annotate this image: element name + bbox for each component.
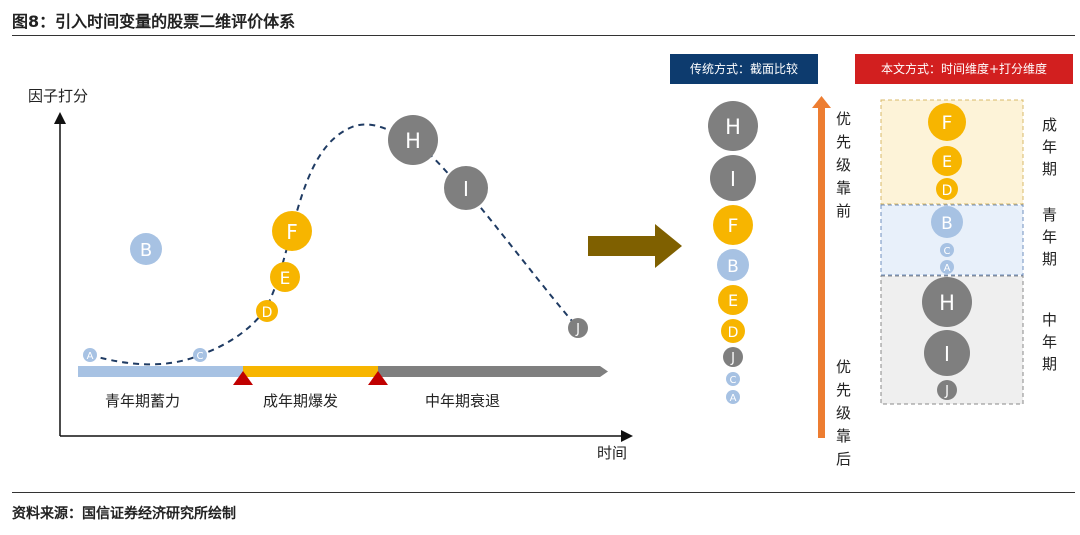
traditional-ranking: H I F B E D J C A (708, 101, 758, 404)
svg-text:J: J (575, 322, 580, 337)
curve-point-i: I (444, 166, 488, 210)
svg-text:F: F (942, 112, 953, 134)
curve-point-b: B (130, 233, 162, 265)
group-item-i: I (924, 330, 970, 376)
source-note: 资料来源：国信证券经济研究所绘制 (12, 506, 236, 522)
svg-text:H: H (939, 291, 955, 315)
svg-text:I: I (730, 167, 736, 191)
lifecycle-curve (89, 123, 579, 366)
rank-item-c: C (726, 372, 740, 386)
svg-text:优先级靠前: 优先级靠前 (836, 110, 851, 220)
svg-text:B: B (727, 257, 739, 277)
stage-label-middle: 中年期衰退 (425, 392, 500, 410)
proposed-header: 本文方式：时间维度+打分维度 (855, 54, 1073, 84)
group-item-b: B (931, 206, 963, 238)
rank-item-j: J (723, 347, 743, 367)
right-arrow-icon (588, 224, 682, 268)
stage-bar (78, 366, 608, 385)
x-axis-label: 时间 (597, 444, 627, 462)
stage-boundary-triangle-icon (368, 371, 388, 385)
rank-item-f: F (713, 205, 753, 245)
rank-item-b: B (717, 249, 749, 281)
group-item-j: J (937, 380, 957, 400)
curve-point-e: E (270, 262, 300, 292)
group-label-young: 青年期 (1042, 206, 1057, 268)
group-label-adult: 成年期 (1042, 116, 1057, 178)
priority-low-label: 优先级靠后 (836, 358, 851, 468)
svg-text:C: C (730, 375, 737, 386)
svg-text:传统方式：截面比较: 传统方式：截面比较 (690, 61, 798, 76)
svg-text:J: J (944, 384, 949, 399)
svg-text:A: A (730, 393, 737, 404)
svg-text:E: E (280, 269, 291, 289)
up-arrow-icon (812, 96, 831, 438)
svg-text:优先级靠后: 优先级靠后 (836, 358, 851, 468)
svg-text:E: E (942, 152, 952, 171)
stage-label-adult: 成年期爆发 (263, 392, 338, 410)
svg-text:J: J (730, 351, 735, 366)
svg-text:D: D (728, 325, 739, 341)
stage-bar-adult (243, 366, 378, 377)
group-item-a: A (940, 260, 954, 274)
svg-text:C: C (944, 246, 951, 257)
svg-text:B: B (941, 214, 953, 234)
svg-text:I: I (944, 342, 950, 366)
priority-high-label: 优先级靠前 (836, 110, 851, 220)
svg-text:D: D (262, 305, 273, 321)
curve-point-j: J (568, 318, 588, 338)
svg-text:A: A (87, 351, 94, 362)
top-rule (12, 35, 1075, 36)
stage-bar-young (78, 366, 243, 377)
rank-item-i: I (710, 155, 756, 201)
curve-point-a: A (83, 348, 97, 362)
figure-title: 图8：引入时间变量的股票二维评价体系 (12, 12, 296, 31)
group-item-c: C (940, 243, 954, 257)
curve-point-d: D (256, 300, 278, 322)
svg-text:H: H (725, 115, 741, 139)
stage-bar-arrowhead (600, 366, 608, 377)
rank-item-h: H (708, 101, 758, 151)
rank-item-a: A (726, 390, 740, 404)
curve-point-f: F (272, 211, 312, 251)
svg-text:A: A (944, 263, 951, 274)
group-item-d: D (936, 178, 958, 200)
svg-text:B: B (140, 240, 152, 261)
stage-label-young: 青年期蓄力 (105, 392, 180, 410)
svg-text:H: H (405, 129, 421, 153)
group-label-middle: 中年期 (1042, 311, 1057, 373)
svg-text:F: F (728, 215, 739, 237)
bottom-rule (12, 492, 1075, 493)
svg-text:C: C (197, 351, 204, 362)
curve-point-h: H (388, 115, 438, 165)
curve-point-c: C (193, 348, 207, 362)
traditional-header: 传统方式：截面比较 (670, 54, 818, 84)
y-axis-label: 因子打分 (28, 87, 88, 105)
group-item-e: E (932, 146, 962, 176)
svg-text:D: D (942, 183, 953, 199)
svg-text:F: F (286, 220, 298, 244)
stage-boundary-triangle-icon (233, 371, 253, 385)
group-item-f: F (928, 103, 966, 141)
svg-text:E: E (728, 291, 738, 310)
rank-item-e: E (718, 285, 748, 315)
svg-text:I: I (463, 177, 469, 201)
svg-text:本文方式：时间维度+打分维度: 本文方式：时间维度+打分维度 (881, 61, 1047, 76)
rank-item-d: D (721, 319, 745, 343)
group-item-h: H (922, 277, 972, 327)
stage-bar-middle (378, 366, 600, 377)
